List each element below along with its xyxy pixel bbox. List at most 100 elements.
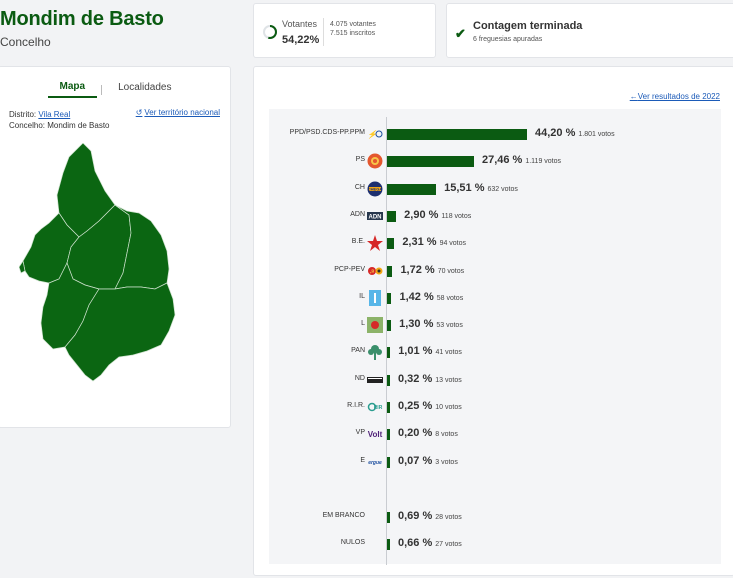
result-row: ADN ADN 2,90 % 118 votos	[269, 208, 721, 224]
turnout-divider	[323, 18, 324, 46]
header: Mondim de Basto Concelho	[0, 8, 164, 49]
percent-label: 0,20 %	[398, 427, 433, 440]
result-bar	[387, 183, 437, 195]
tab-mapa[interactable]: Mapa	[47, 81, 98, 98]
result-bar	[387, 129, 527, 140]
map-location-info: Distrito: Vila Real Concelho: Mondim de …	[9, 109, 110, 131]
county-label: Concelho: Mondim de Basto	[9, 121, 110, 130]
votes-label: 1.801 votos	[578, 131, 615, 138]
result-bar	[387, 156, 474, 168]
party-name: IL	[359, 292, 365, 300]
ergue-te-logo-icon: ergue	[367, 454, 383, 470]
map-card: Mapa Localidades Distrito: Vila Real Con…	[0, 66, 231, 428]
result-row: PS 27,46 % 1.119 votos	[269, 153, 721, 169]
result-bar	[387, 429, 390, 441]
votes-label: 10 votos	[435, 404, 462, 411]
chart-axis-line	[386, 117, 387, 565]
svg-text:ADN: ADN	[369, 214, 382, 220]
party-name: PCP-PEV	[334, 265, 365, 273]
result-bar	[387, 456, 390, 468]
party-name: E	[360, 456, 365, 464]
count-status-subtitle: 6 freguesias apuradas	[473, 36, 543, 43]
turnout-card: Votantes 54,22% 4.075 votantes 7.515 ins…	[253, 3, 436, 58]
party-name: L	[361, 320, 365, 328]
result-percent: 0,32 % 13 votos	[398, 373, 462, 385]
chega-logo-icon: CHEGA	[367, 181, 383, 197]
result-row: PCP-PEV ☭ 1,72 % 70 votos	[269, 263, 721, 279]
votes-label: 58 votos	[436, 294, 464, 302]
check-icon: ✔	[455, 26, 466, 41]
party-name: PPD/PSD.CDS-PP.PPM	[289, 129, 365, 136]
result-row: NULOS 0,66 % 27 votos	[269, 536, 721, 552]
result-bar	[387, 210, 397, 222]
party-name: R.I.R.	[347, 402, 365, 409]
percent-label: 0,69 %	[398, 510, 433, 522]
map-notch	[19, 260, 26, 274]
percent-label: 1,01 %	[398, 345, 433, 358]
result-bar	[387, 539, 390, 551]
result-bar	[387, 512, 390, 523]
percent-label: 27,46 %	[481, 154, 523, 167]
votes-label: 13 votos	[435, 376, 462, 384]
result-percent: 0,25 % 10 votos	[398, 400, 462, 412]
votes-label: 8 votos	[435, 431, 458, 439]
be-star-icon	[367, 235, 383, 252]
turnout-label: Votantes	[282, 19, 318, 29]
svg-text:ergue: ergue	[368, 460, 382, 466]
votes-label: 3 votos	[435, 458, 458, 466]
svg-text:Volt: Volt	[368, 430, 383, 439]
count-status-card: ✔ Contagem terminada 6 freguesias apurad…	[446, 3, 733, 58]
votes-label: 28 votos	[435, 514, 462, 521]
votes-label: 94 votos	[439, 240, 467, 248]
tab-localidades[interactable]: Localidades	[118, 82, 172, 93]
results-card: ←Ver resultados de 2022 PPD/PSD.CDS-PP.P…	[253, 66, 733, 576]
result-percent: 0,07 % 3 votos	[398, 455, 458, 467]
result-bar	[387, 238, 395, 250]
cdu-logo-icon: ☭	[367, 263, 383, 279]
result-row: B.E. 2,31 % 94 votos	[269, 235, 721, 252]
result-percent: 27,46 % 1.119 votos	[482, 154, 561, 166]
percent-label: 0,07 %	[398, 454, 433, 467]
result-row: R.I.R. RIR 0,25 % 10 votos	[269, 399, 721, 415]
votes-label: 1.119 votos	[525, 158, 562, 166]
party-name: CH	[354, 183, 365, 191]
result-row: VP Volt 0,20 % 8 votos	[269, 426, 721, 442]
party-name: PAN	[351, 347, 365, 355]
percent-label: 0,32 %	[398, 372, 433, 385]
result-percent: 1,01 % 41 votos	[398, 345, 462, 357]
district-label: Distrito:	[9, 110, 37, 119]
result-percent: 2,90 % 118 votos	[404, 209, 471, 221]
ps-logo-icon	[367, 153, 383, 169]
result-row: ND 0,32 % 13 votos	[269, 372, 721, 388]
national-territory-link[interactable]: ↺ Ver território nacional	[135, 108, 220, 117]
undo-arrow-icon: ↺	[135, 108, 143, 117]
svg-text:☭: ☭	[369, 268, 374, 275]
party-name: B.E.	[351, 238, 365, 246]
result-row: CH CHEGA 15,51 % 632 votos	[269, 181, 721, 197]
svg-text:CHEGA: CHEGA	[368, 186, 383, 191]
result-bar	[387, 292, 392, 304]
result-bar	[387, 347, 391, 359]
votes-label: 632 votos	[487, 185, 518, 193]
result-percent: 2,31 % 94 votos	[402, 236, 466, 248]
page-subtitle: Concelho	[0, 35, 51, 49]
result-percent: 1,30 % 53 votos	[399, 318, 463, 330]
registered-count: 7.515 inscritos	[330, 30, 376, 37]
percent-label: 15,51 %	[444, 181, 485, 194]
result-row: L 1,30 % 53 votos	[269, 317, 721, 334]
county-map[interactable]	[19, 143, 179, 388]
volt-logo-icon: Volt	[367, 426, 383, 442]
previous-results-link[interactable]: ←Ver resultados de 2022	[629, 92, 720, 101]
result-row: PAN 1,01 % 41 votos	[269, 344, 721, 361]
arrow-left-icon: ←	[629, 92, 638, 101]
district-link[interactable]: Vila Real	[38, 110, 71, 119]
svg-text:⚡: ⚡	[367, 129, 378, 139]
votes-label: 41 votos	[435, 349, 462, 357]
results-chart: PPD/PSD.CDS-PP.PPM ⚡ 44,20 % 1.801 votos PS 2…	[269, 109, 721, 565]
result-row: IL 1,42 % 58 votos	[269, 289, 721, 306]
result-row: PPD/PSD.CDS-PP.PPM ⚡ 44,20 % 1.801 votos	[269, 126, 721, 142]
votes-label: 70 votos	[437, 267, 465, 275]
result-percent: 0,20 % 8 votos	[398, 427, 458, 439]
votes-label: 53 votos	[436, 322, 463, 330]
